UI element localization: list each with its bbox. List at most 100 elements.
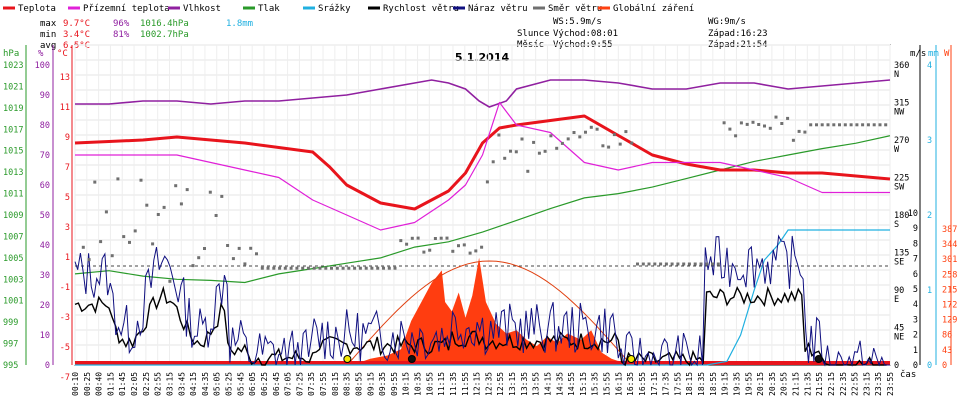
wind-direction-point (364, 266, 368, 270)
axis-rad-unit: W (944, 49, 950, 59)
stat-min-temp: 3.4°C (63, 30, 90, 40)
wind-direction-point (99, 240, 103, 244)
wind-direction-point (780, 122, 784, 125)
axis-dir-tick: W (894, 145, 900, 155)
axis-pressure-unit: hPa (3, 49, 19, 59)
x-tick-label: 07:35 (307, 372, 316, 396)
wind-direction-point (457, 244, 460, 248)
axis-dir-tick: 315 (894, 99, 909, 109)
x-tick-label: 06:25 (260, 372, 269, 396)
wind-direction-point (428, 248, 432, 252)
wind-direction-point (647, 262, 651, 266)
axis-dir-tick: N (894, 70, 899, 80)
wind-direction-point (255, 252, 258, 256)
wind-direction-point (618, 142, 622, 146)
wind-direction-point (763, 124, 766, 128)
wind-direction-point (122, 235, 126, 239)
x-tick-label: 00:10 (71, 372, 80, 396)
axis-ws-tick: 1 (913, 346, 918, 356)
axis-ws-tick: 9 (913, 224, 918, 234)
wind-direction-point (474, 249, 478, 253)
wind-direction-point (716, 262, 720, 266)
x-tick-label: 10:15 (402, 372, 411, 396)
axis-pressure-tick: 1003 (3, 275, 23, 285)
wind-direction-point (566, 137, 570, 141)
x-tick-label: 18:15 (685, 372, 694, 396)
radiation-theoretical-curve (346, 260, 632, 366)
wind-direction-point (664, 262, 668, 266)
wind-direction-point (468, 251, 472, 255)
wind-direction-point (272, 266, 276, 270)
legend-label: Náraz větru (468, 4, 528, 14)
wind-direction-point (572, 131, 576, 134)
axis-pressure-tick: 1015 (3, 147, 23, 157)
wind-direction-point (220, 194, 224, 198)
wind-direction-point (243, 262, 247, 266)
wind-direction-point (751, 120, 755, 124)
wind-direction-point (93, 180, 97, 184)
x-tick-label: 20:35 (768, 372, 777, 396)
wind-direction-point (560, 141, 564, 145)
x-tick-label: 02:55 (154, 372, 163, 396)
axis-temp-tick: 7 (65, 163, 70, 173)
x-tick-label: 22:55 (851, 372, 860, 396)
x-tick-label: 19:35 (732, 372, 741, 396)
x-tick-label: 16:55 (638, 372, 647, 396)
wind-direction-point (687, 262, 691, 266)
axis-temp-tick: 1 (65, 253, 70, 263)
wind-direction-point (826, 123, 830, 127)
x-tick-label: 12:55 (496, 372, 505, 396)
axis-rad-tick: 172 (942, 301, 957, 311)
axis-temp-tick: 13 (60, 73, 70, 83)
wind-direction-point (151, 242, 155, 246)
wind-direction-point (601, 144, 605, 148)
axis-temp-tick: -5 (60, 343, 70, 353)
wind-direction-point (416, 236, 420, 240)
wind-direction-point (110, 254, 114, 258)
wind-direction-point (387, 266, 391, 270)
x-tick-label: 07:55 (319, 372, 328, 396)
x-tick-label: 10:35 (414, 372, 423, 396)
axis-rad-tick: 0 (942, 361, 947, 371)
x-tick-label: 21:55 (815, 372, 824, 396)
axis-temp-tick: 5 (65, 193, 70, 203)
axis-humidity-tick: 0 (45, 361, 50, 371)
legend-label: Vlhkost (183, 4, 221, 14)
x-tick-label: 18:35 (697, 372, 706, 396)
x-tick-label: 03:15 (165, 372, 174, 396)
wind-speed-info: WS:5.9m/s (553, 17, 602, 27)
wind-direction-point (318, 266, 322, 270)
x-tick-label: 08:35 (343, 372, 352, 396)
x-tick-label: 13:15 (508, 372, 517, 396)
x-tick-label: 15:55 (603, 372, 612, 396)
wind-direction-point (843, 123, 847, 127)
x-tick-label: 11:35 (449, 372, 458, 396)
axis-humidity-tick: 10 (40, 331, 50, 341)
x-tick-label: 04:15 (189, 372, 198, 396)
axis-humidity-tick: 80 (40, 121, 50, 131)
wind-direction-point (422, 250, 426, 254)
axis-rain-tick: 0 (927, 361, 932, 371)
wind-direction-point (451, 249, 455, 253)
wind-direction-point (711, 262, 714, 266)
wind-direction-point (641, 262, 645, 266)
wind-direction-point (722, 121, 726, 125)
wind-direction-point (433, 237, 437, 240)
wind-direction-point (347, 266, 351, 270)
x-tick-label: 04:35 (201, 372, 210, 396)
x-tick-label: 08:55 (354, 372, 363, 396)
x-tick-label: 05:05 (213, 372, 222, 396)
x-tick-label: 09:55 (390, 372, 399, 396)
x-tick-label: 11:55 (461, 372, 470, 396)
wind-direction-point (283, 266, 287, 270)
axis-ws-tick: 2 (913, 331, 918, 341)
x-tick-label: 14:35 (555, 372, 564, 396)
wind-direction-point (884, 123, 888, 127)
wind-direction-point (278, 266, 282, 270)
wind-direction-point (791, 138, 795, 142)
x-tick-label: 08:15 (331, 372, 340, 396)
axis-humidity-tick: 20 (40, 301, 50, 311)
wind-direction-point (693, 262, 697, 266)
wind-direction-point (509, 149, 512, 153)
